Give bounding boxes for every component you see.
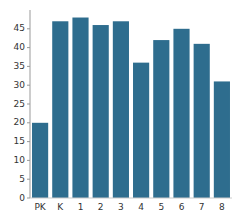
y-tick (27, 160, 30, 161)
bar (72, 18, 88, 198)
y-tick-label: 40 (14, 42, 26, 52)
y-tick-label: 25 (14, 99, 25, 109)
chart: 051015202530354045PKK12345678 (0, 0, 240, 220)
x-axis: PK K 1 2 3 4 5 6 7 8 (30, 198, 232, 212)
x-tick-label: 4 (138, 202, 144, 212)
bar (113, 21, 129, 198)
y-tick-label: 35 (14, 61, 25, 71)
x-tick-label: 1 (78, 202, 84, 212)
y-tick (27, 104, 30, 105)
x-tick-label: 2 (98, 202, 104, 212)
bar (173, 29, 189, 198)
x-tick-label: 7 (199, 202, 205, 212)
bar (32, 123, 48, 198)
y-axis: 0 5 10 15 20 25 30 35 40 45 (14, 10, 30, 203)
y-tick-label: 45 (14, 23, 25, 33)
y-tick (27, 47, 30, 48)
x-axis-line (30, 198, 232, 199)
bars (32, 18, 230, 198)
y-tick-label: 20 (14, 117, 26, 127)
y-tick-label: 10 (14, 155, 26, 165)
x-tick-label: 3 (118, 202, 124, 212)
x-tick-label: K (57, 202, 64, 212)
bar (194, 44, 210, 198)
y-tick (27, 141, 30, 142)
bar (214, 81, 230, 198)
bar (133, 63, 149, 198)
x-tick-label: 6 (179, 202, 185, 212)
y-tick (27, 198, 30, 199)
bar (93, 25, 109, 198)
y-tick-label: 0 (19, 193, 25, 203)
y-tick (27, 66, 30, 67)
bar (153, 40, 169, 198)
y-tick (27, 122, 30, 123)
y-tick (27, 28, 30, 29)
y-tick (27, 179, 30, 180)
x-tick-label: 5 (158, 202, 164, 212)
x-tick-label: 8 (219, 202, 225, 212)
y-tick-label: 15 (14, 136, 25, 146)
y-tick-label: 30 (14, 80, 26, 90)
bar (52, 21, 68, 198)
chart-container: 051015202530354045PKK12345678 (0, 0, 240, 220)
y-tick (27, 85, 30, 86)
y-tick-label: 5 (19, 174, 25, 184)
x-tick-label: PK (34, 202, 46, 212)
